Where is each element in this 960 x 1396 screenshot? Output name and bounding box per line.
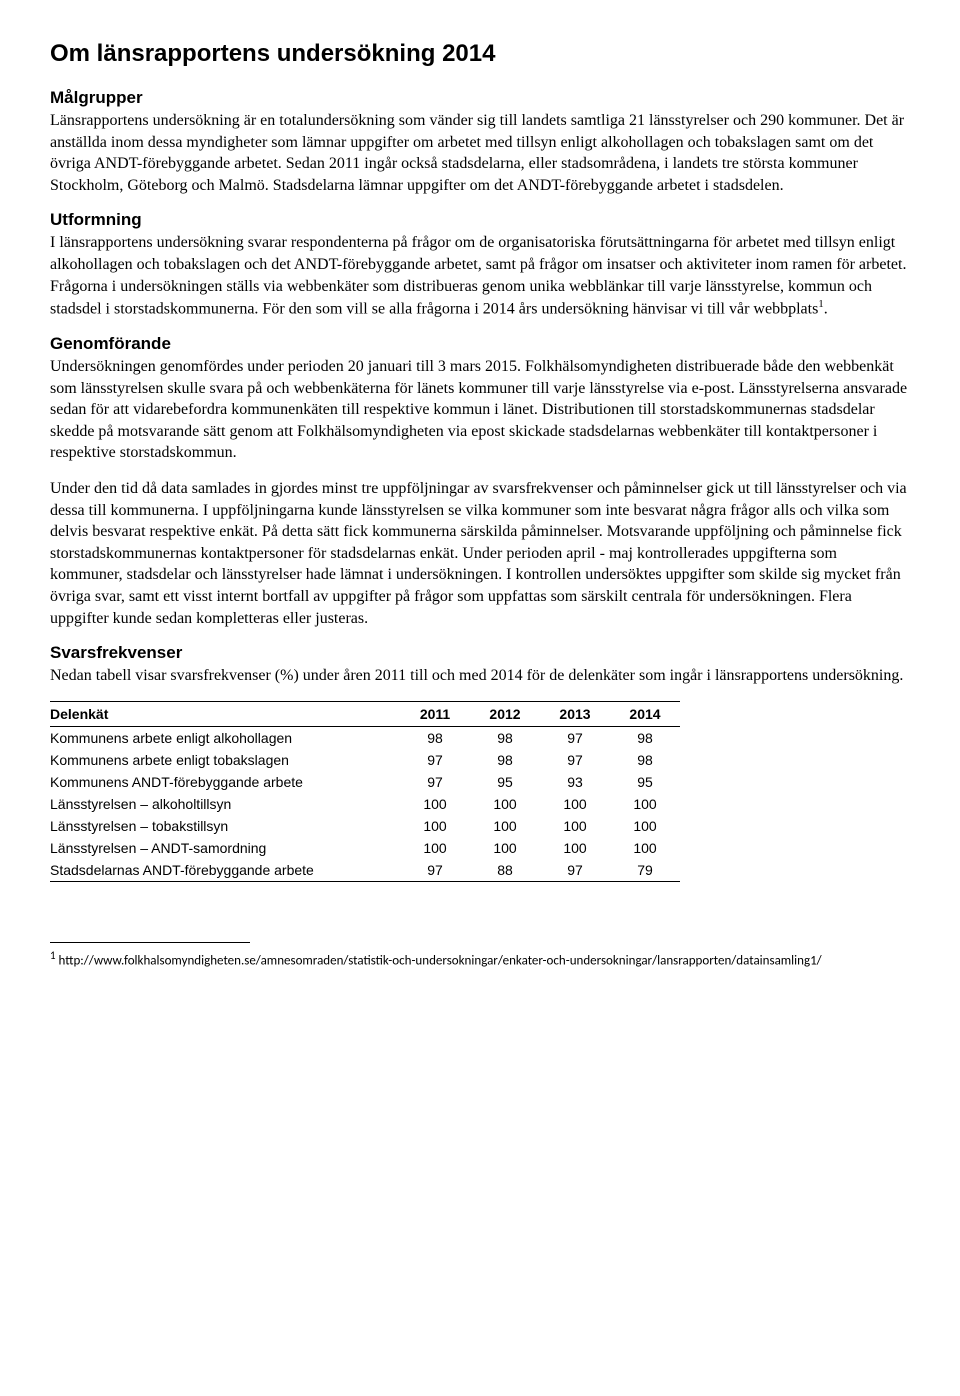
cell-value: 79 — [610, 859, 680, 882]
row-label: Kommunens ANDT-förebyggande arbete — [50, 771, 400, 793]
cell-value: 100 — [400, 837, 470, 859]
cell-value: 95 — [610, 771, 680, 793]
col-year: 2011 — [400, 701, 470, 726]
row-label: Länsstyrelsen – ANDT-samordning — [50, 837, 400, 859]
table-row: Stadsdelarnas ANDT-förebyggande arbete97… — [50, 859, 680, 882]
cell-value: 97 — [400, 859, 470, 882]
footnote-1: 1 http://www.folkhalsomyndigheten.se/amn… — [50, 949, 910, 970]
cell-value: 98 — [400, 726, 470, 749]
table-row: Länsstyrelsen – alkoholtillsyn1001001001… — [50, 793, 680, 815]
table-row: Kommunens arbete enligt tobakslagen97989… — [50, 749, 680, 771]
table-row: Länsstyrelsen – tobakstillsyn10010010010… — [50, 815, 680, 837]
row-label: Länsstyrelsen – tobakstillsyn — [50, 815, 400, 837]
row-label: Stadsdelarnas ANDT-förebyggande arbete — [50, 859, 400, 882]
heading-malgrupper: Målgrupper — [50, 88, 910, 108]
cell-value: 98 — [610, 749, 680, 771]
utformning-text-b: . — [824, 300, 828, 317]
table-row: Länsstyrelsen – ANDT-samordning100100100… — [50, 837, 680, 859]
cell-value: 100 — [540, 815, 610, 837]
cell-value: 100 — [400, 793, 470, 815]
cell-value: 100 — [610, 815, 680, 837]
table-header-row: Delenkät 2011 2012 2013 2014 — [50, 701, 680, 726]
paragraph-genomforande-1: Undersökningen genomfördes under periode… — [50, 356, 910, 464]
footnote-separator — [50, 942, 250, 943]
row-label: Kommunens arbete enligt alkohollagen — [50, 726, 400, 749]
paragraph-utformning: I länsrapportens undersökning svarar res… — [50, 232, 910, 320]
cell-value: 97 — [540, 726, 610, 749]
col-delenkat: Delenkät — [50, 701, 400, 726]
cell-value: 100 — [610, 837, 680, 859]
col-year: 2013 — [540, 701, 610, 726]
utformning-text-a: I länsrapportens undersökning svarar res… — [50, 234, 906, 317]
cell-value: 100 — [540, 837, 610, 859]
paragraph-malgrupper: Länsrapportens undersökning är en totalu… — [50, 110, 910, 196]
cell-value: 97 — [400, 749, 470, 771]
cell-value: 88 — [470, 859, 540, 882]
cell-value: 95 — [470, 771, 540, 793]
col-year: 2014 — [610, 701, 680, 726]
response-rate-table: Delenkät 2011 2012 2013 2014 Kommunens a… — [50, 701, 680, 882]
heading-svarsfrekvenser: Svarsfrekvenser — [50, 643, 910, 663]
cell-value: 100 — [470, 837, 540, 859]
cell-value: 98 — [610, 726, 680, 749]
cell-value: 100 — [400, 815, 470, 837]
cell-value: 97 — [540, 749, 610, 771]
paragraph-svarsfrekvenser: Nedan tabell visar svarsfrekvenser (%) u… — [50, 665, 910, 687]
cell-value: 97 — [540, 859, 610, 882]
cell-value: 100 — [470, 793, 540, 815]
footnote-text: http://www.folkhalsomyndigheten.se/amnes… — [56, 953, 822, 968]
table-row: Kommunens arbete enligt alkohollagen9898… — [50, 726, 680, 749]
row-label: Kommunens arbete enligt tobakslagen — [50, 749, 400, 771]
paragraph-genomforande-2: Under den tid då data samlades in gjorde… — [50, 478, 910, 629]
cell-value: 97 — [400, 771, 470, 793]
cell-value: 98 — [470, 726, 540, 749]
cell-value: 100 — [540, 793, 610, 815]
page-title: Om länsrapportens undersökning 2014 — [50, 40, 910, 68]
cell-value: 98 — [470, 749, 540, 771]
row-label: Länsstyrelsen – alkoholtillsyn — [50, 793, 400, 815]
cell-value: 93 — [540, 771, 610, 793]
cell-value: 100 — [610, 793, 680, 815]
cell-value: 100 — [470, 815, 540, 837]
heading-genomforande: Genomförande — [50, 334, 910, 354]
table-row: Kommunens ANDT-förebyggande arbete979593… — [50, 771, 680, 793]
heading-utformning: Utformning — [50, 210, 910, 230]
col-year: 2012 — [470, 701, 540, 726]
